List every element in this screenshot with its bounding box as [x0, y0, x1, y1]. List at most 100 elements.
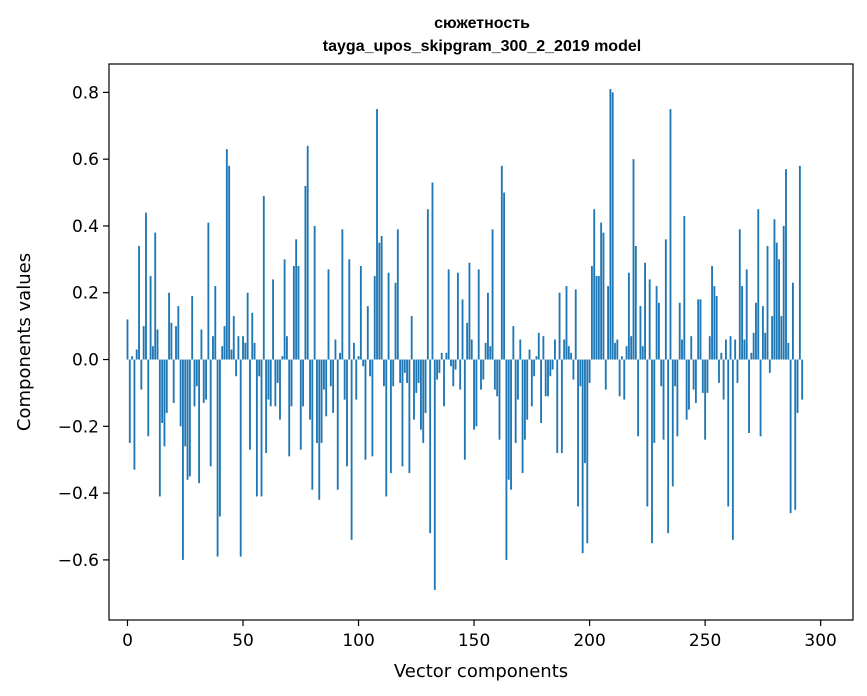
bar-234 — [667, 359, 670, 534]
bar-40 — [218, 359, 221, 517]
bar-152 — [477, 269, 480, 360]
bar-9 — [147, 359, 150, 437]
bar-27 — [188, 359, 191, 477]
bar-212 — [616, 339, 619, 360]
bar-148 — [468, 262, 471, 360]
bar-235 — [669, 109, 672, 360]
y-tick-label: 0.4 — [72, 217, 99, 237]
bar-222 — [639, 306, 642, 360]
bar-88 — [329, 359, 332, 387]
bar-165 — [507, 359, 510, 480]
bar-76 — [302, 359, 305, 407]
bar-18 — [168, 292, 170, 360]
bar-83 — [318, 359, 321, 500]
bar-274 — [759, 359, 762, 437]
bar-38 — [214, 286, 217, 360]
bar-51 — [244, 342, 247, 360]
bar-106 — [371, 359, 374, 457]
x-tick-label: 300 — [804, 631, 836, 651]
bar-201 — [590, 266, 593, 360]
bar-25 — [184, 359, 187, 447]
bar-29 — [193, 359, 196, 407]
bar-123 — [410, 316, 413, 360]
chart-subtitle: tayga_upos_skipgram_300_2_2019 model — [323, 38, 641, 55]
bar-134 — [436, 359, 439, 380]
bar-117 — [396, 229, 399, 360]
bar-131 — [429, 359, 432, 534]
bar-161 — [498, 359, 501, 440]
bar-224 — [644, 262, 646, 360]
bar-19 — [170, 322, 173, 360]
bars-group — [126, 89, 804, 590]
bar-129 — [424, 359, 427, 413]
bar-208 — [607, 286, 610, 360]
bar-232 — [662, 359, 665, 440]
bar-229 — [655, 286, 658, 360]
bar-65 — [276, 359, 279, 383]
bar-273 — [757, 209, 760, 360]
bar-142 — [454, 359, 457, 370]
bar-96 — [348, 259, 351, 360]
bar-10 — [149, 276, 152, 360]
plot-frame — [108, 63, 854, 621]
bar-187 — [558, 292, 561, 360]
bar-61 — [267, 359, 270, 400]
bar-55 — [253, 342, 256, 360]
bar-11 — [151, 346, 154, 360]
bar-71 — [290, 359, 293, 407]
bar-209 — [609, 89, 612, 360]
bar-290 — [796, 359, 799, 413]
bar-56 — [255, 359, 258, 497]
bar-155 — [484, 342, 487, 360]
bar-213 — [618, 359, 621, 397]
bar-167 — [512, 326, 515, 360]
bar-119 — [401, 359, 404, 467]
bar-67 — [281, 356, 284, 360]
bar-226 — [648, 279, 651, 360]
bar-214 — [621, 356, 623, 360]
bar-160 — [496, 359, 499, 397]
bar-181 — [544, 359, 547, 397]
bar-95 — [346, 359, 348, 467]
bar-175 — [530, 359, 533, 407]
bar-172 — [523, 359, 526, 440]
bar-259 — [725, 339, 727, 360]
bar-242 — [685, 359, 688, 420]
bar-202 — [593, 209, 596, 360]
bar-132 — [431, 182, 434, 360]
bar-98 — [353, 342, 355, 360]
bar-158 — [491, 229, 494, 360]
bar-15 — [161, 359, 164, 423]
x-axis-label: Vector components — [394, 661, 568, 682]
bar-128 — [422, 359, 425, 444]
bar-194 — [574, 289, 577, 360]
bar-110 — [380, 235, 383, 360]
bar-264 — [736, 359, 739, 383]
bar-266 — [741, 286, 744, 360]
bar-36 — [209, 359, 212, 467]
x-tick-label: 150 — [458, 631, 490, 651]
bar-223 — [641, 346, 644, 360]
bar-23 — [179, 359, 182, 427]
bar-253 — [711, 266, 713, 360]
bar-79 — [309, 359, 311, 420]
bar-43 — [225, 149, 228, 360]
bar-127 — [420, 359, 422, 430]
bar-288 — [792, 282, 794, 360]
bar-35 — [207, 222, 210, 360]
bar-14 — [158, 359, 161, 497]
bar-136 — [440, 352, 443, 360]
bar-108 — [376, 109, 378, 360]
bar-124 — [413, 359, 415, 420]
bar-183 — [549, 359, 552, 377]
bar-177 — [535, 356, 538, 360]
bar-104 — [366, 306, 369, 360]
bar-141 — [452, 359, 455, 387]
bar-149 — [470, 339, 473, 360]
bar-7 — [142, 326, 145, 360]
bar-283 — [780, 316, 783, 360]
bar-139 — [447, 269, 450, 360]
bar-220 — [634, 245, 637, 360]
bar-146 — [463, 359, 466, 460]
bar-280 — [773, 219, 776, 360]
